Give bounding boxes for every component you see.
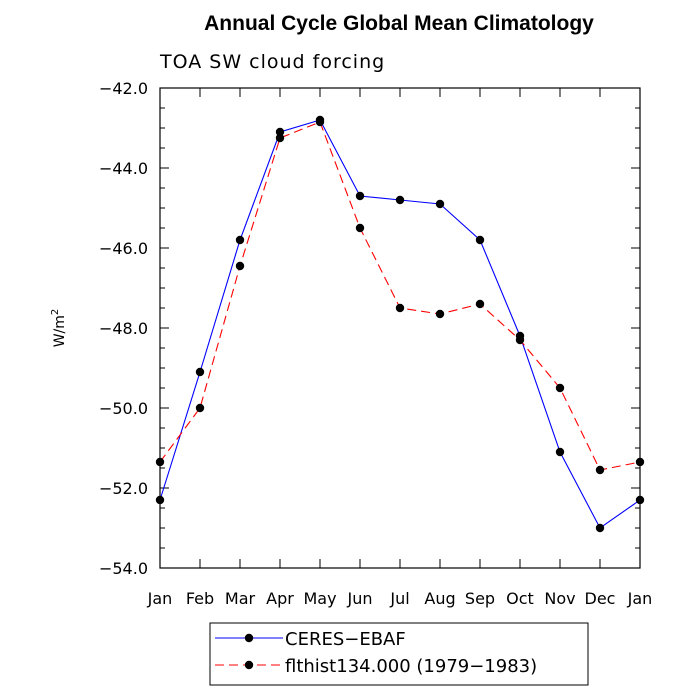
y-tick-label: −48.0 bbox=[99, 319, 148, 338]
data-point-0 bbox=[595, 523, 605, 533]
x-tick-label: Oct bbox=[506, 589, 534, 608]
data-point-1 bbox=[515, 335, 525, 345]
x-tick-label: Dec bbox=[585, 589, 616, 608]
data-point-1 bbox=[315, 117, 325, 127]
x-tick-label: Jan bbox=[147, 589, 173, 608]
y-axis-label-base: W/m bbox=[52, 315, 68, 347]
x-tick-label: Aug bbox=[424, 589, 455, 608]
series-line-1 bbox=[159, 121, 641, 471]
data-point-0 bbox=[235, 235, 245, 245]
y-tick-label: −46.0 bbox=[99, 239, 148, 258]
series-line-0 bbox=[159, 119, 641, 529]
x-tick-label: Feb bbox=[186, 589, 214, 608]
data-point-0 bbox=[555, 447, 565, 457]
y-axis-label-sup: 2 bbox=[50, 309, 61, 315]
x-tick-label: Apr bbox=[266, 589, 294, 608]
y-tick-label: −42.0 bbox=[99, 79, 148, 98]
legend-label-0: CERES−EBAF bbox=[285, 629, 406, 650]
data-point-1 bbox=[395, 303, 405, 313]
plot-frame bbox=[159, 87, 641, 569]
x-tick-label: Nov bbox=[544, 589, 575, 608]
x-tick-label: May bbox=[303, 589, 336, 608]
data-point-0 bbox=[155, 495, 165, 505]
data-point-0 bbox=[395, 195, 405, 205]
legend: CERES−EBAF flthist134.000 (1979−1983) bbox=[209, 622, 589, 686]
data-point-1 bbox=[355, 223, 365, 233]
data-point-1 bbox=[275, 133, 285, 143]
y-tick-labels: −42.0 −44.0 −46.0 −48.0 −50.0 −52.0 −54.0 bbox=[99, 79, 148, 578]
y-tick-label: −54.0 bbox=[99, 559, 148, 578]
legend-box bbox=[209, 622, 589, 686]
legend-label-1: flthist134.000 (1979−1983) bbox=[285, 656, 537, 677]
data-point-0 bbox=[635, 495, 645, 505]
legend-marker-1 bbox=[244, 660, 254, 670]
data-point-1 bbox=[155, 457, 165, 467]
data-point-1 bbox=[195, 403, 205, 413]
data-point-0 bbox=[355, 191, 365, 201]
x-tick-label: Sep bbox=[465, 589, 495, 608]
data-point-1 bbox=[235, 261, 245, 271]
data-point-1 bbox=[475, 299, 485, 309]
data-point-1 bbox=[595, 465, 605, 475]
x-tick-label: Jan bbox=[627, 589, 653, 608]
data-point-0 bbox=[275, 127, 285, 137]
data-point-0 bbox=[435, 199, 445, 209]
y-tick-label: −52.0 bbox=[99, 479, 148, 498]
legend-marker-0 bbox=[244, 633, 254, 643]
chart-title: Annual Cycle Global Mean Climatology bbox=[204, 12, 594, 35]
y-tick-label: −50.0 bbox=[99, 399, 148, 418]
data-point-0 bbox=[475, 235, 485, 245]
x-tick-label: Jul bbox=[389, 589, 409, 608]
y-tick-label: −44.0 bbox=[99, 159, 148, 178]
data-point-0 bbox=[195, 367, 205, 377]
x-tick-label: Mar bbox=[225, 589, 256, 608]
data-point-1 bbox=[635, 457, 645, 467]
x-tick-label: Jun bbox=[347, 589, 373, 608]
x-tick-labels: Jan Feb Mar Apr May Jun Jul Aug Sep Oct Nov Dec Jan bbox=[147, 589, 653, 608]
y-axis-label: W/m2 bbox=[50, 309, 68, 348]
axis-ticks bbox=[159, 87, 641, 569]
chart-subtitle: TOA SW cloud forcing bbox=[159, 51, 385, 73]
series-layer bbox=[155, 115, 645, 533]
data-point-1 bbox=[555, 383, 565, 393]
data-point-1 bbox=[435, 309, 445, 319]
